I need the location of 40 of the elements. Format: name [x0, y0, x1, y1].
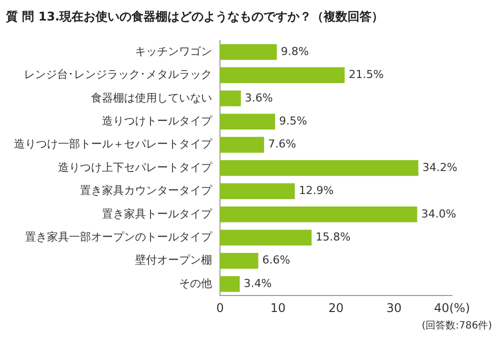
- bar: [220, 183, 295, 200]
- y-tick-label: その他: [179, 276, 212, 290]
- data-label: 34.2%: [422, 160, 458, 174]
- data-label: 34.0%: [421, 207, 456, 220]
- data-label: 15.8%: [316, 230, 351, 244]
- x-tick-label: 0: [216, 300, 224, 315]
- y-tick-label: 置き家具一部オープンのトールタイプ: [25, 230, 213, 244]
- y-tick-label: 壁付オープン棚: [135, 254, 212, 267]
- data-label: 9.5%: [279, 114, 308, 128]
- x-tick-label: 30: [386, 300, 402, 315]
- y-tick-label: レンジ台･レンジラック･メタルラック: [24, 68, 212, 82]
- bar: [220, 67, 345, 84]
- x-tick-label: 40(%): [434, 300, 470, 315]
- data-label: 3.4%: [244, 276, 272, 290]
- y-tick-label: 食器棚は使用していない: [91, 91, 212, 104]
- data-label: 21.5%: [348, 68, 384, 82]
- y-tick-label: 造りつけ上下セパレートタイプ: [58, 160, 213, 174]
- bar: [220, 206, 418, 222]
- y-tick-label: 置き家具カウンタータイプ: [80, 184, 213, 198]
- bar: [220, 44, 277, 60]
- bar: [220, 252, 258, 269]
- x-tick-label: 10: [270, 300, 286, 315]
- text: (回答数:786件): [422, 320, 492, 332]
- bar: [220, 90, 241, 106]
- data-label: 7.6%: [268, 138, 296, 151]
- y-tick-label: キッチンワゴン: [135, 44, 212, 58]
- data-label: 9.8%: [280, 44, 309, 58]
- bar: [220, 276, 240, 292]
- data-label: 12.9%: [298, 184, 334, 198]
- data-label: 6.6%: [262, 254, 290, 267]
- y-tick-label: 造りつけ一部トール＋セパレートタイプ: [14, 138, 213, 151]
- data-label: 3.6%: [244, 91, 273, 104]
- bar: [220, 114, 276, 130]
- y-tick-label: 置き家具トールタイプ: [102, 207, 213, 220]
- chart-title: 質 問 13.現在お使いの食器棚はどのようなものですか？（複数回答）: [5, 9, 384, 24]
- bar: [220, 230, 312, 246]
- bar: [220, 136, 264, 153]
- y-tick-label: 造りつけトールタイプ: [102, 114, 213, 128]
- bar: [220, 160, 418, 176]
- x-tick-label: 20: [328, 300, 344, 315]
